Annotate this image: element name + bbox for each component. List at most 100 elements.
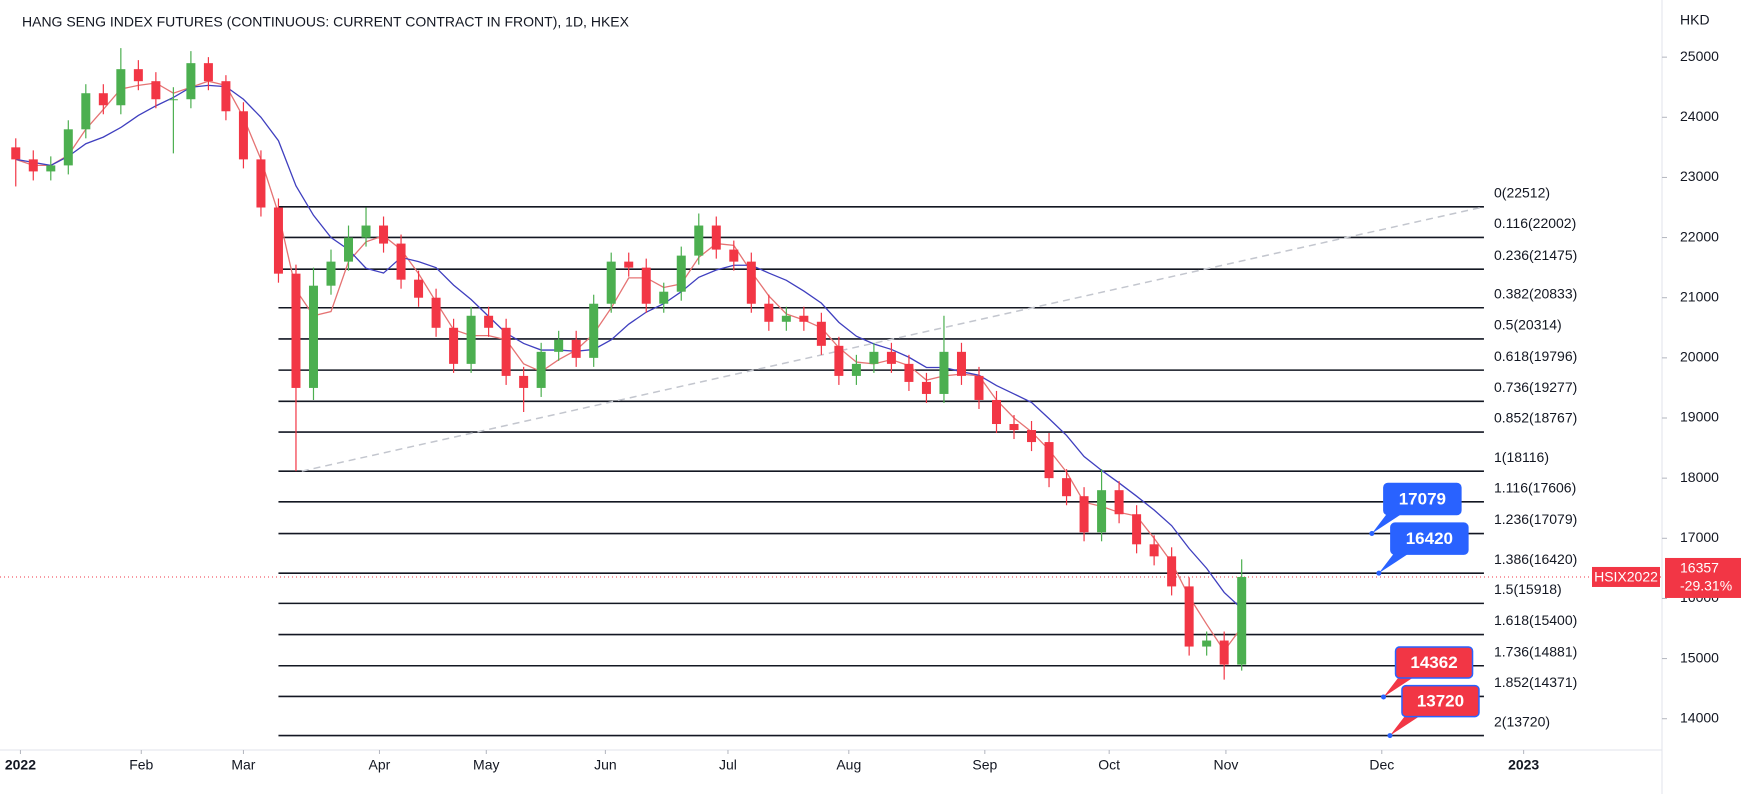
fib-level-label: 0.852(18767)	[1494, 410, 1577, 426]
fib-level-label: 2(13720)	[1494, 713, 1550, 729]
x-tick-label: Feb	[129, 757, 153, 773]
candle-body	[1184, 586, 1194, 647]
fib-level-label: 1.618(15400)	[1494, 612, 1577, 628]
candle-body	[519, 375, 529, 388]
candle-body	[11, 147, 21, 160]
y-tick-label: 23000	[1680, 168, 1719, 184]
candle-body	[186, 63, 196, 100]
candle-body	[466, 315, 476, 364]
candle-body	[659, 291, 669, 304]
candle-body	[1027, 430, 1037, 443]
candle-body	[974, 375, 984, 400]
callout-box	[1390, 522, 1469, 555]
candle-body	[1167, 556, 1177, 587]
candle-body	[1079, 496, 1089, 533]
candle-body	[221, 81, 231, 112]
fib-level-label: 1.736(14881)	[1494, 643, 1577, 659]
candle-body	[589, 303, 599, 358]
fib-level-label: 1.852(14371)	[1494, 674, 1577, 690]
candle-body	[1149, 544, 1159, 557]
candle-body	[956, 351, 966, 376]
callout-point	[1381, 694, 1387, 700]
callout-tail	[1371, 512, 1404, 534]
fib-level-label: 0(22512)	[1494, 184, 1550, 200]
y-tick-label: 19000	[1680, 409, 1719, 425]
x-tick-label: Mar	[231, 757, 255, 773]
callout-box	[1401, 684, 1480, 718]
callout-point	[1369, 531, 1375, 537]
callout-point	[1376, 570, 1382, 576]
callout-tail	[1378, 552, 1411, 574]
y-tick-label: 20000	[1680, 349, 1719, 365]
candle-body	[764, 303, 774, 322]
y-axis-label: HKD	[1680, 12, 1710, 28]
x-tick-label: 2022	[5, 757, 36, 773]
fib-level-label: 1.386(16420)	[1494, 551, 1577, 567]
x-tick-label: Aug	[836, 757, 861, 773]
callout-box	[1394, 646, 1474, 679]
candle-body	[326, 261, 336, 286]
fib-trend-line	[301, 206, 1485, 472]
candle-body	[501, 327, 511, 376]
candle-body	[81, 93, 91, 130]
candle-body	[1062, 478, 1072, 497]
candle-body	[168, 99, 178, 101]
y-tick-label: 25000	[1680, 48, 1719, 64]
y-tick-label: 14000	[1680, 709, 1719, 725]
candle-body	[1237, 576, 1247, 665]
x-tick-label: Sep	[972, 757, 997, 773]
candle-body	[116, 69, 126, 106]
fib-level-label: 0.382(20833)	[1494, 285, 1577, 301]
callout-label: 17079	[1399, 490, 1446, 509]
candle-body	[1132, 514, 1142, 545]
y-tick-label: 22000	[1680, 228, 1719, 244]
callout-tail	[1383, 675, 1416, 697]
candle-body	[606, 261, 616, 304]
candle-body	[273, 207, 283, 274]
chart-title: HANG SENG INDEX FUTURES (CONTINUOUS: CUR…	[22, 14, 630, 30]
candle-body	[28, 159, 38, 172]
callout-label: 14362	[1410, 653, 1457, 672]
candle-body	[641, 267, 651, 304]
candle-body	[1219, 640, 1229, 665]
y-tick-label: 15000	[1680, 649, 1719, 665]
fib-level-label: 0.116(22002)	[1494, 215, 1576, 231]
candle-body	[414, 279, 424, 298]
fib-level-label: 0.236(21475)	[1494, 247, 1577, 263]
candle-body	[98, 93, 108, 106]
candle-body	[1009, 424, 1019, 431]
candle-body	[379, 225, 389, 244]
callout-tail	[1389, 714, 1422, 736]
fib-level-label: 0.5(20314)	[1494, 317, 1562, 333]
candle-body	[799, 315, 809, 322]
x-tick-label: Jul	[719, 757, 737, 773]
fib-level-label: 1.5(15918)	[1494, 581, 1562, 597]
candle-body	[886, 351, 896, 364]
candle-body	[46, 165, 56, 172]
candle-body	[834, 345, 844, 376]
x-tick-label: Nov	[1213, 757, 1238, 773]
candle-body	[63, 129, 73, 166]
candle-body	[851, 363, 861, 376]
symbol-label-box	[1592, 566, 1660, 587]
candle-body	[694, 225, 704, 256]
fib-level-label: 1.116(17606)	[1494, 480, 1576, 496]
candle-body	[238, 111, 248, 160]
candle-body	[939, 351, 949, 394]
candle-body	[536, 351, 546, 388]
candle-body	[291, 273, 301, 388]
price-label: 16357	[1680, 560, 1719, 576]
moving-average-line	[15, 84, 1243, 610]
callout-label: 13720	[1417, 692, 1464, 711]
x-tick-label: 2023	[1508, 757, 1539, 773]
candle-body	[133, 69, 143, 82]
callout-label: 16420	[1406, 529, 1453, 548]
fib-level-label: 0.618(19796)	[1494, 348, 1577, 364]
candle-body	[729, 249, 739, 262]
x-tick-label: May	[473, 757, 499, 773]
candle-body	[203, 63, 213, 82]
candle-body	[1044, 442, 1054, 479]
fib-level-label: 0.736(19277)	[1494, 379, 1577, 395]
